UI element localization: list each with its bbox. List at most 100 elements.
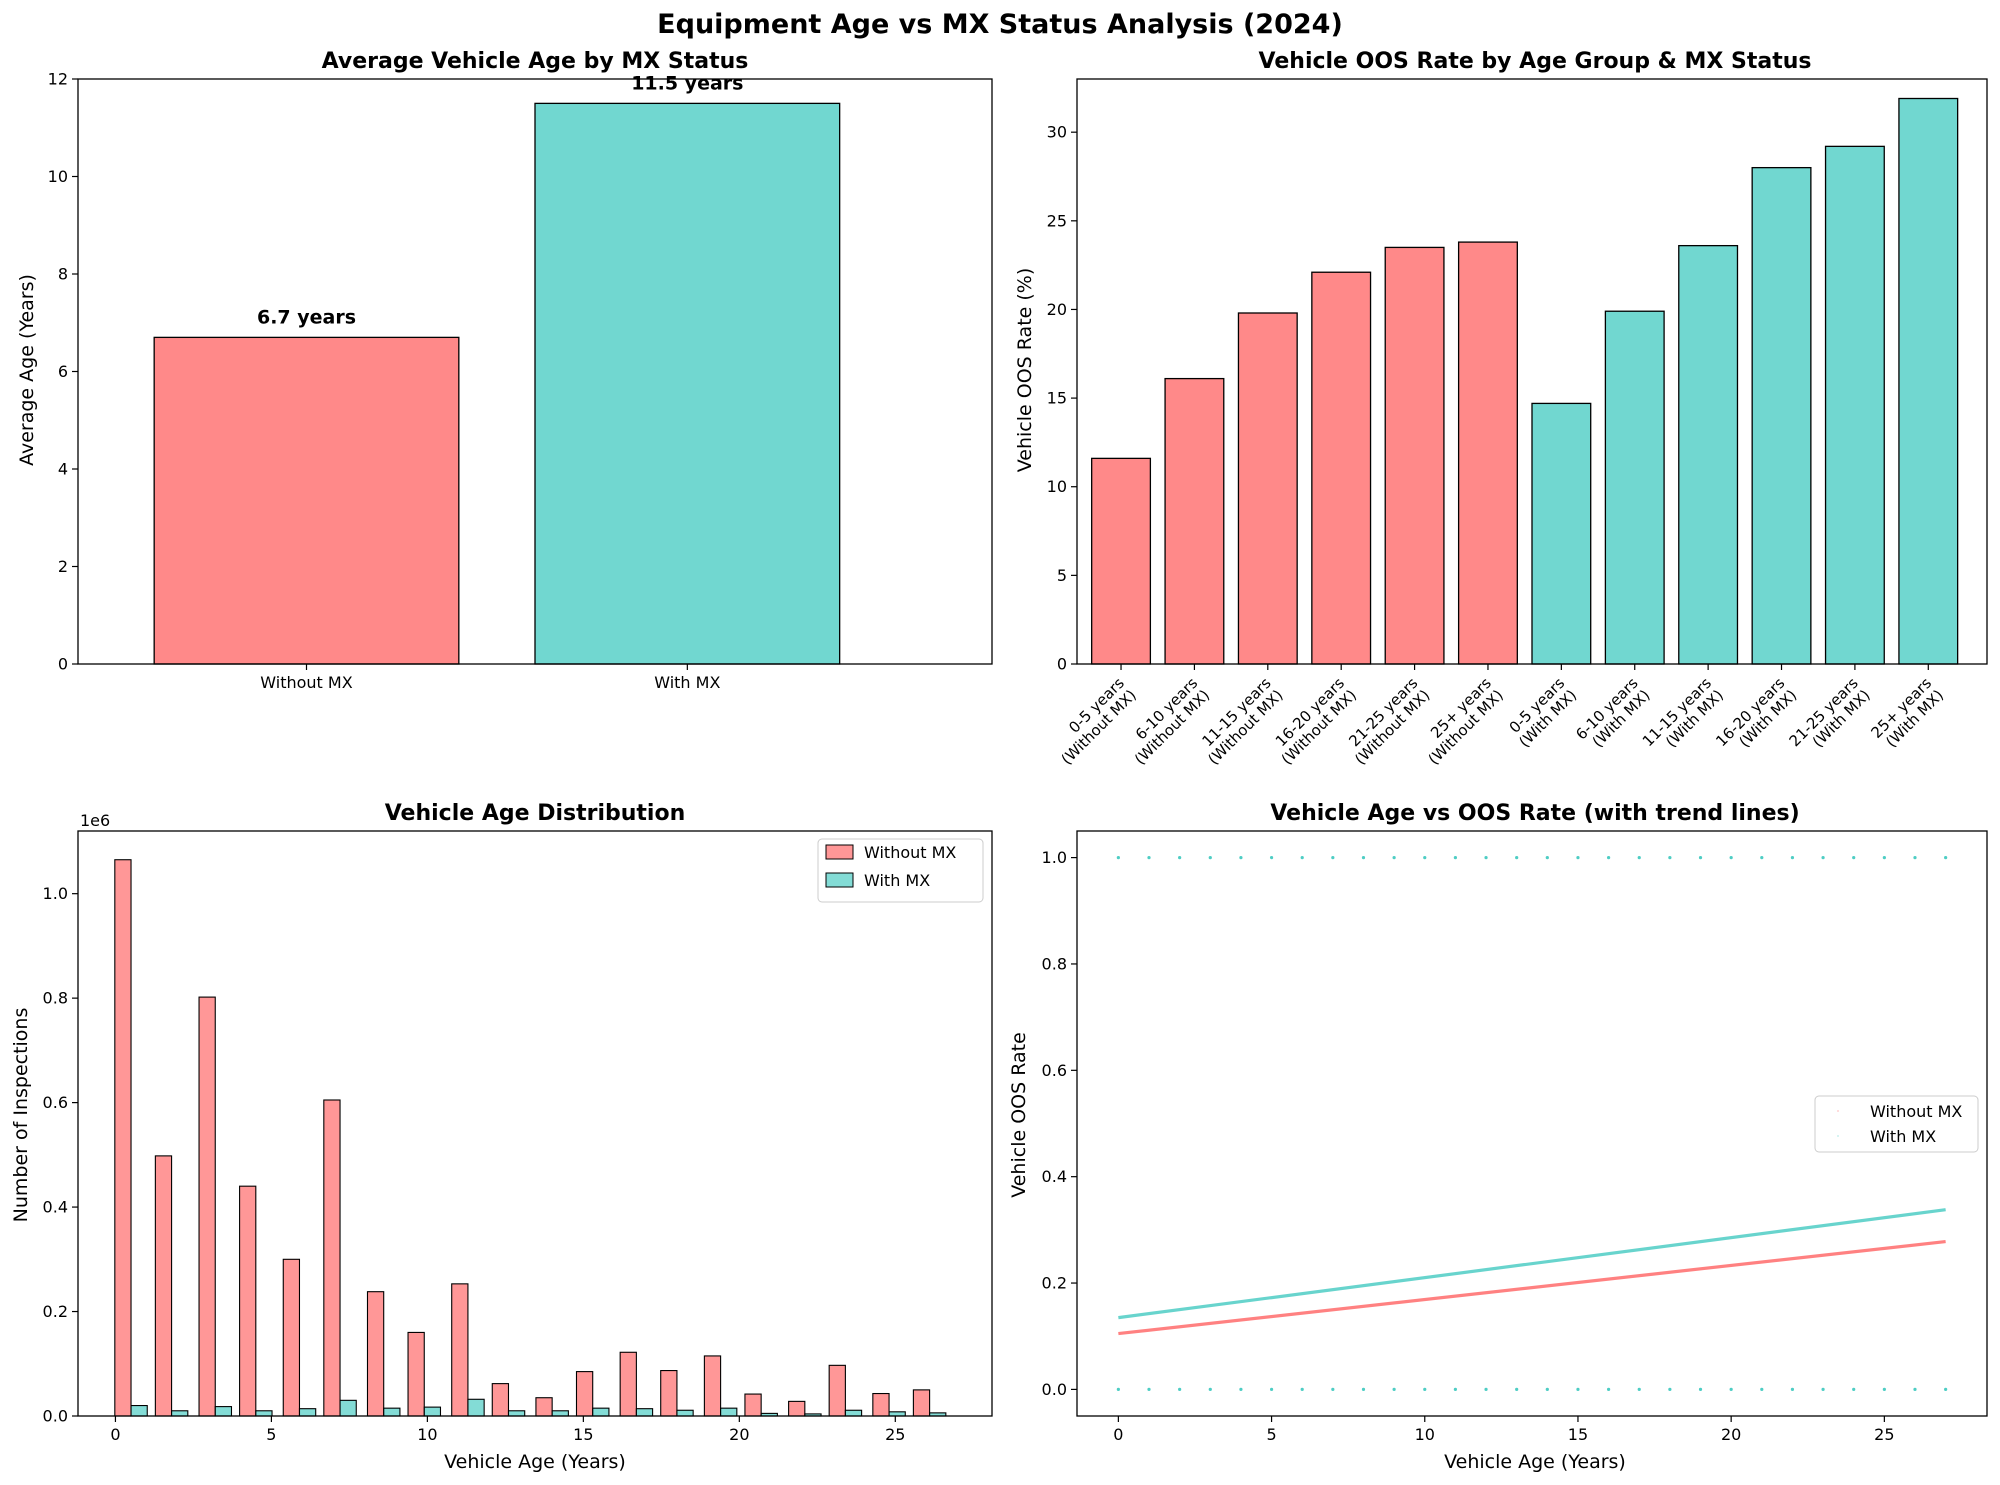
avg-age-y-tick-label: 6 <box>58 362 68 381</box>
oos-rate-bar <box>1164 377 1225 665</box>
avg-age-x-tick-label: Without MX <box>260 673 352 692</box>
age-vs-oos-point <box>1698 855 1703 860</box>
legend-label-with-mx: With MX <box>864 871 930 890</box>
age-distribution-bar-without-mx <box>828 1364 846 1417</box>
age-vs-oos-y-tick-label: 0.0 <box>1042 1380 1067 1399</box>
age-distribution-bar-without-mx <box>619 1351 637 1417</box>
age-vs-oos-point <box>1453 1387 1458 1392</box>
age-vs-oos-point <box>1515 855 1519 860</box>
age-vs-oos-point <box>1852 855 1856 860</box>
oos-rate-x-tick-label: 25+ years(With MX) <box>1867 674 1947 754</box>
oos-rate-bar <box>1604 310 1665 665</box>
age-vs-oos-point <box>1637 855 1641 860</box>
age-distribution-bar-with-mx <box>720 1407 738 1417</box>
age-distribution-bar-with-mx <box>298 1408 317 1417</box>
age-vs-oos-point <box>1116 1387 1120 1392</box>
oos-rate-bar <box>1751 166 1812 665</box>
age-vs-oos-y-tick-label: 0.2 <box>1042 1274 1067 1293</box>
age-distribution-bar-without-mx <box>912 1389 931 1417</box>
figure-title: Equipment Age vs MX Status Analysis (202… <box>657 9 1343 40</box>
age-vs-oos-y-tick-label: 0.4 <box>1042 1167 1067 1186</box>
avg-age-y-axis-label: Average Age (Years) <box>16 274 38 466</box>
oos-rate-y-tick-label: 30 <box>1047 123 1067 142</box>
age-vs-oos-point <box>1637 1387 1641 1392</box>
age-distribution-y-tick-label: 0.6 <box>43 1093 68 1112</box>
age-vs-oos-point <box>1606 1387 1611 1392</box>
age-vs-oos-y-tick-label: 1.0 <box>1042 848 1067 867</box>
age-vs-oos-point <box>1606 855 1611 860</box>
oos-rate-x-tick-label: 16-20 years(Without MX) <box>1266 674 1360 768</box>
age-vs-oos-chart-title: Vehicle Age vs OOS Rate (with trend line… <box>1270 801 1799 826</box>
oos-rate-y-tick-label: 10 <box>1047 477 1067 496</box>
age-vs-oos-point <box>1147 855 1151 860</box>
age-vs-oos-point <box>1269 855 1274 860</box>
age-vs-oos-point <box>1668 1387 1672 1392</box>
age-vs-oos-x-tick-label: 20 <box>1721 1425 1741 1444</box>
legend-swatch-without-mx <box>825 844 854 860</box>
oos-rate-x-tick-label: 21-25 years(With MX) <box>1786 674 1874 762</box>
age-distribution-bar-with-mx <box>592 1407 610 1417</box>
age-vs-oos-point <box>1423 855 1427 860</box>
oos-rate-y-axis-label: Vehicle OOS Rate (%) <box>1014 268 1036 472</box>
age-distribution-bar-with-mx <box>130 1405 148 1417</box>
age-vs-oos-point <box>1852 1387 1856 1392</box>
age-vs-oos-point <box>1545 1387 1549 1392</box>
age-vs-oos-point <box>1484 1387 1488 1392</box>
age-vs-oos-point <box>1239 855 1243 860</box>
age-vs-oos-point <box>1392 855 1396 860</box>
age-vs-oos-point <box>1116 855 1120 860</box>
age-distribution-bar-without-mx <box>323 1099 341 1417</box>
age-vs-oos-point <box>1208 855 1212 860</box>
age-vs-oos-point <box>1147 1387 1151 1392</box>
oos-rate-x-tick-label: 21-25 years(Without MX) <box>1339 674 1433 768</box>
age-vs-oos-x-tick-label: 25 <box>1874 1425 1894 1444</box>
age-distribution-bar-with-mx <box>423 1406 442 1417</box>
age-distribution-x-tick-label: 20 <box>729 1425 749 1444</box>
age-vs-oos-point <box>1453 855 1458 860</box>
legend-frame <box>817 838 984 903</box>
oos-rate-chart-title: Vehicle OOS Rate by Age Group & MX Statu… <box>1259 49 1812 74</box>
age-distribution-bar-with-mx <box>844 1409 863 1417</box>
age-vs-oos-point <box>1882 1387 1886 1392</box>
avg-age-data-label: 11.5 years <box>631 72 743 94</box>
oos-rate-x-tick-label: 6-10 years(With MX) <box>1572 674 1654 756</box>
oos-rate-bar <box>1678 244 1739 665</box>
age-vs-oos-point <box>1300 1387 1304 1392</box>
age-distribution-bar-with-mx <box>635 1408 654 1417</box>
age-vs-oos-point <box>1944 1387 1948 1392</box>
avg-age-chart: Average Vehicle Age by MX Status Average… <box>16 49 993 692</box>
avg-age-y-tick-label: 10 <box>48 167 68 186</box>
age-distribution-bar-without-mx <box>198 996 216 1417</box>
age-distribution-y-axis-label: Number of Inspections <box>10 1008 32 1223</box>
age-vs-oos-point <box>1698 1387 1703 1392</box>
avg-age-y-tick-label: 4 <box>58 460 68 479</box>
age-vs-oos-x-tick-label: 5 <box>1266 1425 1276 1444</box>
avg-age-plot-frame <box>77 78 993 665</box>
age-vs-oos-x-axis-label: Vehicle Age (Years) <box>1444 1451 1626 1473</box>
trend-line-with-mx <box>1118 1208 1946 1320</box>
legend-marker-with-mx <box>1837 1135 1839 1137</box>
age-vs-oos-plot-frame <box>1076 830 1988 1417</box>
age-vs-oos-point <box>1913 855 1917 860</box>
age-vs-oos-point <box>1239 1387 1243 1392</box>
age-distribution-y-tick-label: 0.4 <box>43 1198 68 1217</box>
oos-rate-y-tick-label: 5 <box>1057 566 1067 585</box>
age-distribution-y-tick-label: 0.8 <box>43 989 68 1008</box>
legend-label-without-mx: Without MX <box>1870 1102 1962 1121</box>
age-distribution-bar-without-mx <box>744 1393 762 1417</box>
age-distribution-x-tick-label: 0 <box>110 1425 120 1444</box>
oos-rate-x-tick-label: 11-15 years(With MX) <box>1639 674 1727 762</box>
avg-age-bar <box>534 102 841 665</box>
age-distribution-bar-without-mx <box>872 1392 890 1417</box>
age-distribution-bar-without-mx <box>491 1383 510 1417</box>
legend-swatch-with-mx <box>825 872 854 888</box>
age-distribution-bar-with-mx <box>551 1410 569 1417</box>
age-distribution-x-tick-label: 10 <box>417 1425 437 1444</box>
oos-rate-y-tick-label: 25 <box>1047 211 1067 230</box>
oos-rate-bar <box>1457 241 1518 665</box>
oos-rate-bar <box>1091 457 1152 665</box>
age-vs-oos-point <box>1821 855 1825 860</box>
age-vs-oos-point <box>1331 855 1335 860</box>
oos-rate-bar <box>1237 312 1298 665</box>
age-vs-oos-point <box>1790 1387 1795 1392</box>
